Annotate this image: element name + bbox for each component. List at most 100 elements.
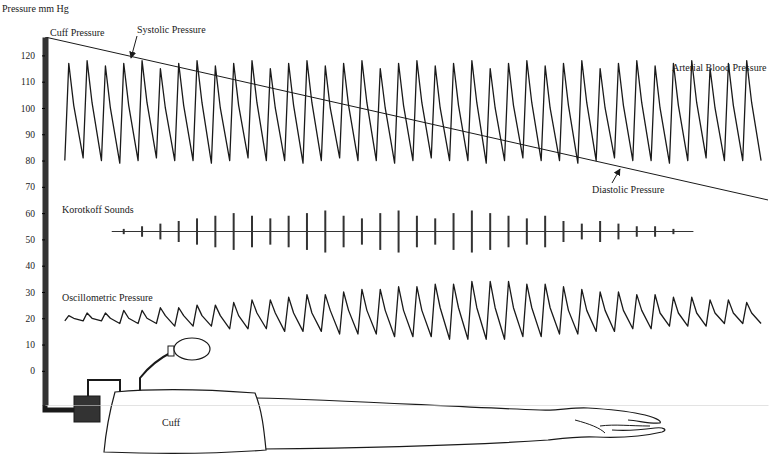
y-tick: 50 <box>26 235 46 245</box>
korotkoff-spike <box>599 221 601 242</box>
y-tick-label: 40 <box>26 261 36 271</box>
y-tick-mark <box>42 82 45 83</box>
x-axis <box>46 405 769 406</box>
series-label: Cuff Pressure <box>50 27 105 38</box>
y-tick: 60 <box>26 209 46 219</box>
series-line <box>45 37 768 200</box>
y-tick: 40 <box>26 261 46 271</box>
korotkoff-spike <box>398 210 400 252</box>
korotkoff-spike <box>617 224 619 240</box>
arm-upper <box>255 398 660 423</box>
y-tick: 20 <box>26 314 46 324</box>
y-tick-mark <box>42 161 45 162</box>
y-tick-mark <box>42 318 45 319</box>
korotkoff-spike <box>544 216 546 248</box>
tube <box>140 352 172 392</box>
korotkoff-spike <box>489 213 491 250</box>
y-tick-mark <box>42 239 45 240</box>
annotation-arrow <box>131 36 137 58</box>
y-axis: 0 10 20 30 40 50 60 70 80 90 100 110 120 <box>21 38 46 406</box>
korotkoff-spike <box>288 216 290 248</box>
korotkoff-spike <box>379 213 381 250</box>
y-tick-mark <box>42 213 45 214</box>
y-tick: 80 <box>26 156 46 166</box>
annotation: Systolic Pressure <box>137 24 206 35</box>
y-tick-mark <box>42 345 45 346</box>
series-line <box>65 281 761 339</box>
y-tick-label: 50 <box>26 235 36 245</box>
y-tick-label: 100 <box>21 104 36 114</box>
y-tick-mark <box>42 55 45 56</box>
annotation: Diastolic Pressure <box>592 184 665 195</box>
korotkoff-spike <box>471 210 473 252</box>
y-tick: 70 <box>26 182 46 192</box>
y-tick-label: 110 <box>21 77 35 87</box>
korotkoff-spike <box>159 224 161 240</box>
y-tick-label: 90 <box>26 130 36 140</box>
series-label: Oscillometric Pressure <box>62 292 153 303</box>
illustration <box>45 338 665 453</box>
plot-area <box>45 37 768 339</box>
annotation-arrow <box>612 169 620 183</box>
y-tick-label: 70 <box>26 182 36 192</box>
y-tick: 90 <box>26 130 46 140</box>
y-axis-title: Pressure mm Hg <box>2 3 69 14</box>
korotkoff-spike <box>434 218 436 244</box>
y-tick: 10 <box>26 340 46 350</box>
y-tick-mark <box>42 134 45 135</box>
korotkoff-spike <box>416 216 418 248</box>
y-tick-label: 20 <box>26 314 36 324</box>
korotkoff-spike <box>672 229 674 234</box>
korotkoff-spike <box>526 218 528 244</box>
y-tick-label: 10 <box>26 340 36 350</box>
arm-lower <box>262 428 665 449</box>
y-tick: 120 <box>21 51 45 61</box>
korotkoff-spike <box>269 218 271 244</box>
korotkoff-spike <box>141 226 143 237</box>
y-tick-label: 120 <box>21 51 36 61</box>
y-tick-mark <box>42 266 45 267</box>
korotkoff-spike <box>581 224 583 240</box>
korotkoff-spike <box>196 218 198 244</box>
korotkoff-spike <box>178 221 180 242</box>
y-tick-label: 0 <box>30 366 35 376</box>
y-tick-mark <box>42 187 45 188</box>
y-tick: 0 <box>30 366 45 376</box>
series-label: Korotkoff Sounds <box>62 204 134 215</box>
y-tick-mark <box>42 108 45 109</box>
korotkoff-spike <box>636 226 638 237</box>
korotkoff-spike <box>233 213 235 250</box>
korotkoff-spike <box>343 216 345 248</box>
korotkoff-spike <box>453 213 455 250</box>
y-tick-label: 80 <box>26 156 36 166</box>
korotkoff-spike <box>306 213 308 250</box>
valve <box>168 346 174 356</box>
korotkoff-spike <box>361 218 363 244</box>
y-tick-label: 60 <box>26 209 36 219</box>
series-line <box>65 61 761 164</box>
korotkoff-spike <box>123 229 125 234</box>
korotkoff-baseline <box>112 231 694 232</box>
y-tick: 100 <box>21 104 45 114</box>
y-tick-mark <box>42 292 45 293</box>
bulb <box>174 338 210 360</box>
korotkoff-spike <box>251 216 253 248</box>
finger <box>600 425 650 427</box>
y-tick-mark <box>42 371 45 372</box>
x-axis-line <box>46 405 769 406</box>
annotation: Cuff <box>162 417 181 428</box>
y-tick-label: 30 <box>26 288 36 298</box>
korotkoff-spike <box>324 210 326 252</box>
series-label: Arterial Blood Pressure <box>672 62 767 73</box>
manometer-base <box>74 396 100 422</box>
cuff <box>104 390 266 454</box>
y-axis-line <box>43 38 49 406</box>
thumb <box>575 420 605 433</box>
chart: 0 10 20 30 40 50 60 70 80 90 100 110 120 Pressure mm … <box>0 0 780 456</box>
korotkoff-spike <box>562 221 564 242</box>
korotkoff-spike <box>508 216 510 248</box>
y-tick: 30 <box>26 288 46 298</box>
y-tick: 110 <box>21 77 45 87</box>
korotkoff-spike <box>214 216 216 248</box>
korotkoff-spike <box>654 226 656 237</box>
